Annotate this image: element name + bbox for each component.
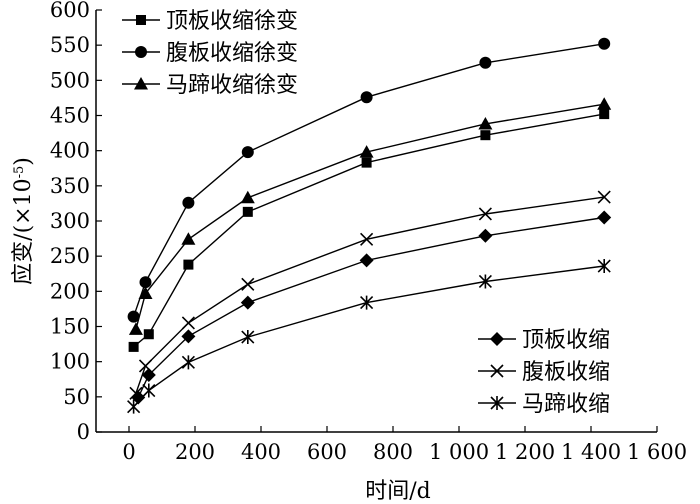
y-tick-label: 100 (50, 350, 90, 374)
series-6 (127, 259, 611, 414)
data-point (242, 206, 253, 217)
legend-label: 顶板收缩 (522, 328, 610, 353)
data-point (598, 37, 611, 50)
y-tick-label: 200 (50, 279, 90, 303)
data-point (478, 274, 492, 289)
legend-label: 腹板收缩徐变 (166, 41, 298, 66)
data-point (139, 276, 152, 289)
data-point (597, 97, 612, 110)
data-point (490, 396, 504, 410)
y-tick-label: 0 (77, 420, 90, 444)
y-tick-label: 150 (50, 315, 90, 339)
data-point (181, 232, 196, 245)
data-point (359, 145, 374, 158)
series-4 (131, 210, 612, 405)
legend-label: 腹板收缩 (522, 360, 610, 385)
x-tick-label: 1 400 (561, 440, 621, 464)
data-point (597, 259, 611, 274)
x-tick-label: 200 (175, 440, 215, 464)
series-5 (129, 190, 611, 400)
series-3 (128, 97, 612, 335)
data-point (490, 364, 504, 378)
x-tick-label: 1 200 (495, 440, 555, 464)
data-point (142, 383, 156, 398)
data-point (135, 46, 147, 58)
y-axis-title: 应变/(×10-5) (11, 157, 36, 285)
y-axis-title-main: 应变/(×10 (11, 178, 36, 284)
y-tick-label: 400 (50, 139, 90, 163)
data-point (143, 329, 154, 340)
data-point (138, 286, 153, 299)
y-tick-label: 500 (50, 68, 90, 92)
x-tick-label: 800 (373, 440, 413, 464)
series-group (127, 37, 612, 414)
y-tick-label: 50 (63, 385, 90, 409)
data-point (241, 146, 254, 159)
y-tick-label: 250 (50, 244, 90, 268)
x-tick-label: 1 000 (429, 440, 489, 464)
data-point (597, 190, 611, 204)
y-axis-title-close: ) (11, 157, 36, 166)
y-axis-title-exponent: -5 (12, 166, 27, 179)
series-2 (127, 37, 611, 323)
data-point (490, 332, 504, 346)
data-point (480, 130, 491, 141)
data-point (136, 15, 146, 25)
data-point (240, 295, 255, 310)
data-point (181, 316, 195, 330)
data-point (141, 368, 156, 383)
y-tick-label: 550 (50, 33, 90, 57)
data-point (361, 157, 372, 168)
x-tick-label: 0 (122, 440, 135, 464)
data-point (479, 56, 492, 69)
x-axis-title: 时间/d (365, 479, 431, 504)
data-point (127, 399, 141, 414)
data-point (181, 329, 196, 344)
data-point (478, 228, 493, 243)
series-1 (128, 109, 610, 352)
data-point (360, 232, 374, 246)
legend-entry: 腹板收缩徐变 (122, 41, 298, 66)
series-line (135, 103, 605, 330)
legend-label: 顶板收缩徐变 (166, 9, 298, 34)
data-point (138, 359, 153, 373)
data-point (128, 322, 143, 335)
data-point (181, 355, 195, 370)
legend-entry: 腹板收缩 (478, 360, 610, 385)
data-point (241, 330, 255, 345)
legend-entry: 顶板收缩 (478, 328, 610, 353)
legend-entry: 顶板收缩徐变 (122, 9, 298, 34)
data-point (129, 386, 143, 400)
axes: 0 50 100 150 200 250 300 350 400 450 500 550 600 0 200… (50, 0, 687, 464)
legend-entry: 马蹄收缩 (478, 392, 610, 417)
data-point (127, 310, 140, 323)
data-point (134, 77, 148, 90)
legend-label: 马蹄收缩 (522, 392, 610, 417)
data-point (360, 295, 374, 310)
data-point (240, 190, 255, 204)
x-tick-label: 1 600 (627, 440, 687, 464)
data-point (599, 109, 610, 120)
data-point (128, 341, 139, 352)
y-tick-label: 450 (50, 104, 90, 128)
data-point (359, 253, 374, 268)
y-tick-label: 300 (50, 209, 90, 233)
data-point (597, 210, 612, 225)
data-point (182, 196, 195, 209)
y-tick-label: 600 (50, 0, 90, 22)
x-tick-label: 400 (241, 440, 281, 464)
legend-entry: 马蹄收缩徐变 (122, 73, 298, 98)
data-point (241, 277, 255, 291)
data-point (360, 91, 373, 104)
y-tick-label: 350 (50, 174, 90, 198)
data-point (478, 207, 492, 221)
legend-label: 马蹄收缩徐变 (166, 73, 298, 98)
data-point (478, 116, 493, 130)
x-tick-label: 600 (307, 440, 347, 464)
data-point (183, 259, 194, 270)
